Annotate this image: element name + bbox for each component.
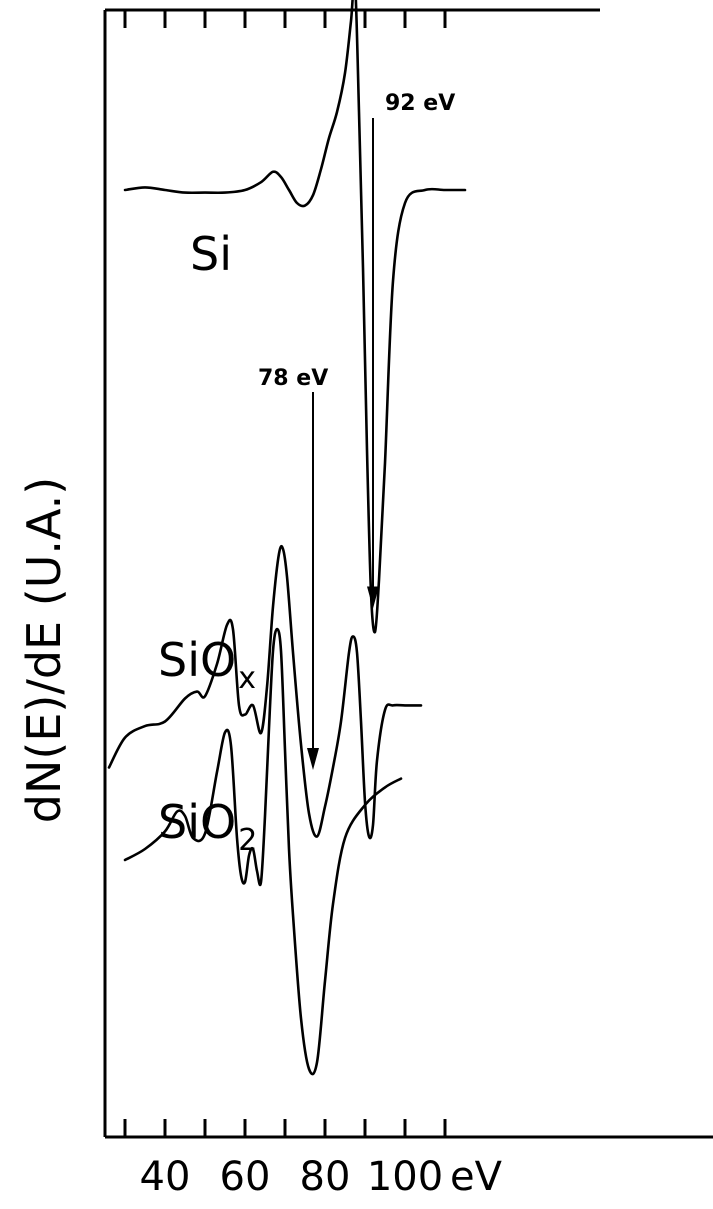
annotation-label: 92 eV [385, 91, 455, 116]
x-tick-label: 100 [367, 1154, 443, 1200]
annotation-arrow-head [367, 586, 379, 609]
annotation-arrow-head [307, 748, 319, 770]
series-label-siox: SiOx [158, 633, 256, 696]
series-label-si: Si [190, 227, 232, 281]
x-tick-label: 60 [220, 1154, 271, 1200]
x-tick-label: 40 [140, 1154, 191, 1200]
y-axis-label: dN(E)/dE (U.A.) [17, 477, 71, 823]
series-label-sio2: SiO2 [158, 795, 257, 858]
text-labels: 40 60 80 100 eV dN(E)/dE (U.A.) Si SiOx SiO2 [17, 227, 503, 1200]
x-tick-label: 80 [300, 1154, 351, 1200]
curves [107, 0, 467, 1076]
x-unit-label: eV [450, 1154, 503, 1200]
series-line-siox [107, 544, 423, 840]
series-line-si [123, 0, 467, 634]
annotations: 92 eV 78 eV [258, 91, 455, 770]
annotation-label: 78 eV [258, 366, 328, 391]
axes [103, 8, 713, 1139]
series-line-sio2 [123, 627, 403, 1076]
